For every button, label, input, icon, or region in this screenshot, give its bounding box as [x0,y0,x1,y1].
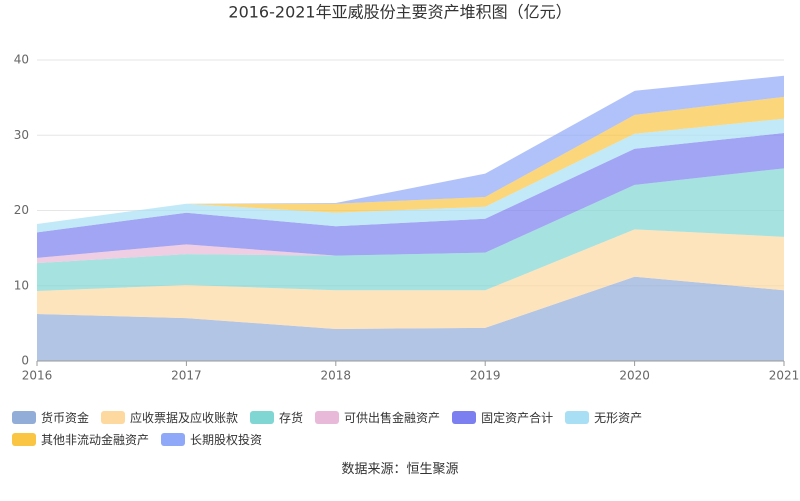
legend-label: 存货 [279,410,304,425]
legend-item[interactable]: 可供出售金融资产 [315,409,440,425]
legend-item[interactable]: 固定资产合计 [452,409,553,425]
legend-label: 无形资产 [594,410,643,425]
area [37,168,784,292]
legend-swatch [565,410,590,424]
legend-swatch [12,410,36,424]
y-tick-label: 20 [14,203,29,217]
area [37,96,784,225]
legend-label: 货币资金 [41,410,90,425]
legend-swatch [315,410,340,424]
legend-item[interactable]: 货币资金 [12,409,89,425]
y-tick-label: 10 [14,278,29,292]
legend-item[interactable]: 存货 [250,409,303,425]
legend-item[interactable]: 其他非流动金融资产 [12,431,149,447]
y-tick-label: 0 [21,354,29,368]
legend-item[interactable]: 无形资产 [565,409,642,425]
x-tick-label: 2018 [321,369,352,383]
area [37,132,784,258]
legend-label: 应收票据及应收账款 [130,410,239,425]
area [37,75,784,225]
legend-swatch [250,410,275,424]
area [37,118,784,233]
chart: 2016-2021年亚威股份主要资产堆积图（亿元） 0 10 20 30 40 2016 2… [14,3,800,383]
area [37,276,784,361]
legend-label: 固定资产合计 [481,410,554,425]
chart-title: 2016-2021年亚威股份主要资产堆积图（亿元） [228,3,571,22]
legend-item[interactable]: 应收票据及应收账款 [101,409,238,425]
x-tick-label: 2019 [470,369,501,383]
legend: 货币资金 应收票据及应收账款 存货 可供出售金融资产 固定资产合计 无形资产其他非流动金融… [12,406,800,450]
legend-label: 长期股权投资 [190,432,263,447]
legend-item[interactable]: 长期股权投资 [161,431,262,447]
legend-swatch [161,432,186,446]
area [37,168,784,264]
x-tick-label: 2020 [619,369,650,383]
source: 数据来源：恒生聚源 [341,462,459,477]
legend-swatch [101,410,126,424]
x-tick-label: 2016 [22,369,53,383]
area [37,229,784,330]
legend-swatch [452,410,477,424]
legend-label: 其他非流动金融资产 [41,432,150,447]
x-tick-label: 2017 [171,369,202,383]
legend-label: 可供出售金融资产 [344,410,441,425]
y-tick-label: 30 [14,128,29,142]
x-tick-label: 2021 [769,369,800,383]
y-tick-label: 40 [14,53,29,67]
legend-swatch [12,432,36,446]
